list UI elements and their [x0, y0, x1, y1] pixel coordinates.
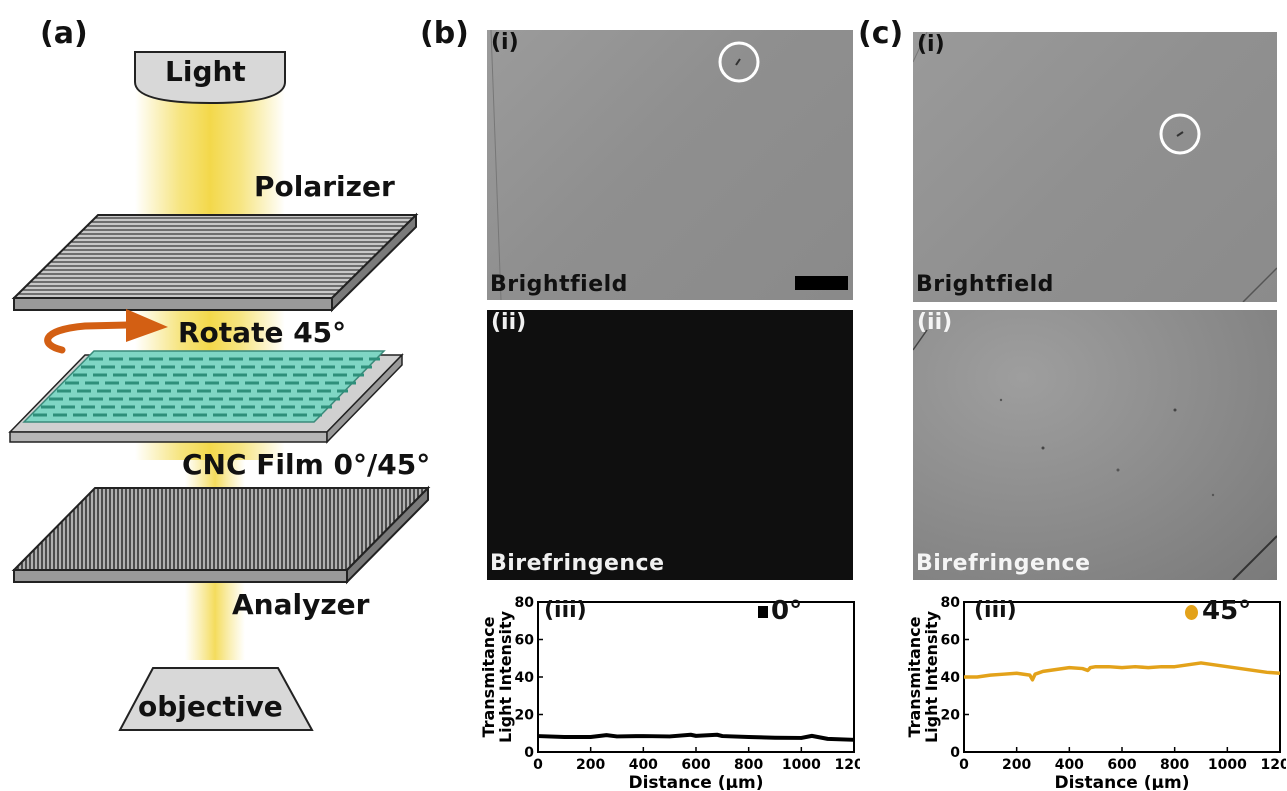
caption-b-i: Brightfield — [490, 272, 628, 297]
y-axis-label: Transmitance — [905, 616, 924, 737]
birefringence-image-b: (ii) Birefringence — [487, 310, 853, 580]
light-label: Light — [165, 55, 246, 88]
y-tick-label: 40 — [941, 670, 961, 686]
film-label: CNC Film 0°/45° — [182, 448, 431, 481]
legend-label-45deg: 45° — [1202, 596, 1252, 626]
legend-marker-45deg — [1185, 605, 1198, 620]
highlight-circle — [718, 41, 760, 83]
sublabel-c-i: (i) — [917, 32, 945, 57]
optical-setup-diagram — [8, 51, 431, 731]
y-tick-label: 0 — [524, 745, 534, 761]
legend-label-0deg: 0° — [771, 596, 803, 626]
cnc-film — [8, 350, 404, 444]
brightfield-image-c: (i) Brightfield — [913, 32, 1277, 302]
y-tick-label: 80 — [515, 595, 535, 611]
birefringence-image-c: (ii) Birefringence — [913, 310, 1277, 580]
x-tick-label: 400 — [629, 757, 658, 773]
x-tick-label: 1000 — [1208, 757, 1247, 773]
y-tick-label: 60 — [941, 633, 961, 649]
y-tick-label: 40 — [515, 670, 535, 686]
sublabel-c-iii: (iii) — [974, 598, 1017, 623]
polarizer-label: Polarizer — [254, 170, 395, 203]
rotate-label: Rotate 45° — [178, 316, 347, 349]
y-axis-label: Transmitance — [479, 616, 498, 737]
light-source-icon — [134, 51, 286, 105]
x-tick-label: 200 — [576, 757, 605, 773]
x-axis-label: Distance (μm) — [628, 773, 763, 790]
polarizer-plate — [11, 212, 419, 313]
brightfield-image-b: (i) Brightfield — [487, 30, 853, 300]
series-line — [964, 661, 1281, 682]
x-tick-label: 600 — [1107, 757, 1136, 773]
x-tick-label: 0 — [959, 757, 969, 773]
sublabel-b-ii: (ii) — [491, 310, 527, 335]
x-tick-label: 800 — [734, 757, 763, 773]
y-axis-label: Light Intensity — [922, 610, 941, 743]
y-tick-label: 20 — [941, 708, 961, 724]
x-tick-label: 600 — [681, 757, 710, 773]
analyzer-plate — [11, 485, 431, 585]
legend-marker-0deg — [758, 606, 768, 618]
caption-b-ii: Birefringence — [490, 551, 665, 576]
y-tick-label: 60 — [515, 633, 535, 649]
sublabel-b-i: (i) — [491, 30, 519, 55]
panel-c-label: (c) — [858, 16, 904, 51]
analyzer-label: Analyzer — [232, 588, 370, 621]
series-line — [537, 732, 855, 742]
x-tick-label: 200 — [1002, 757, 1031, 773]
sublabel-c-ii: (ii) — [917, 310, 953, 335]
scale-bar — [795, 276, 848, 290]
y-tick-label: 20 — [515, 708, 535, 724]
caption-c-ii: Birefringence — [916, 551, 1091, 576]
sublabel-b-iii: (iii) — [544, 598, 587, 623]
panel-a-label: (a) — [40, 16, 88, 51]
plot-frame — [537, 601, 855, 753]
rotate-arrow-icon — [44, 321, 134, 354]
objective-label: objective — [138, 690, 283, 723]
y-tick-label: 0 — [950, 745, 960, 761]
y-tick-label: 80 — [941, 595, 961, 611]
y-axis-label: Light Intensity — [496, 610, 515, 743]
panel-b-label: (b) — [420, 16, 469, 51]
arrow-head-icon — [126, 309, 168, 342]
x-tick-label: 800 — [1160, 757, 1189, 773]
x-tick-label: 0 — [533, 757, 543, 773]
x-tick-label: 400 — [1055, 757, 1084, 773]
x-axis-label: Distance (μm) — [1054, 773, 1189, 790]
objective-lens-icon — [118, 667, 314, 731]
x-tick-label: 1000 — [782, 757, 821, 773]
caption-c-i: Brightfield — [916, 272, 1054, 297]
highlight-circle — [1159, 113, 1201, 155]
